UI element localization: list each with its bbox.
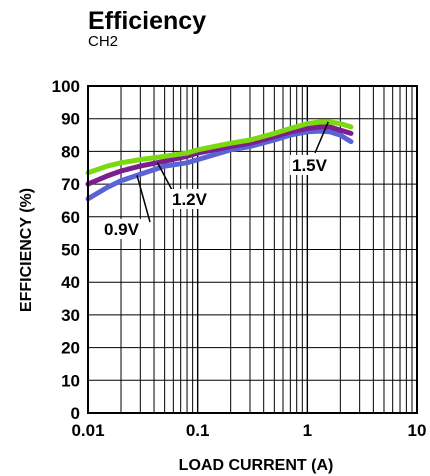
y-axis-label: EFFICIENCY (%)	[18, 188, 35, 312]
annotation-label-1.5V: 1.5V	[292, 156, 328, 175]
y-tick-label: 70	[61, 175, 80, 194]
chart-subtitle: CH2	[88, 33, 118, 50]
y-tick-label: 80	[61, 142, 80, 161]
y-tick-label: 60	[61, 208, 80, 227]
annotation-leader	[156, 162, 173, 191]
x-tick-label: 1	[303, 421, 312, 440]
x-axis-label: LOAD CURRENT (A)	[179, 457, 334, 474]
y-tick-label: 90	[61, 110, 80, 129]
plot-grid	[88, 86, 417, 413]
annotation-label-0.9V: 0.9V	[104, 220, 140, 239]
y-tick-label: 100	[52, 77, 80, 96]
annotation-label-1.2V: 1.2V	[172, 190, 208, 209]
line-annotations: 0.9V 1.2V 1.5V	[102, 121, 332, 239]
y-tick-label: 40	[61, 273, 80, 292]
plot-frame	[87, 85, 418, 414]
annotation-leader	[136, 175, 151, 223]
y-tick-labels: 0 10 20 30 40 50 60 70 80 90 100	[52, 77, 80, 423]
annotation-leader	[314, 121, 329, 154]
x-tick-label: 10	[408, 421, 427, 440]
y-tick-label: 30	[61, 306, 80, 325]
x-tick-labels: 0.01 0.1 1 10	[71, 421, 426, 440]
x-tick-label: 0.01	[71, 421, 104, 440]
series-line-1.2V	[85, 124, 354, 187]
annotation-bg	[170, 189, 212, 209]
annotation-bg	[102, 219, 144, 239]
x-tick-label: 0.1	[186, 421, 210, 440]
y-tick-label: 20	[61, 339, 80, 358]
y-tick-label: 0	[71, 404, 80, 423]
annotation-bg	[290, 155, 332, 175]
y-tick-label: 50	[61, 241, 80, 260]
chart-title: Efficiency	[88, 7, 206, 35]
y-tick-label: 10	[61, 371, 80, 390]
series-line-1.5V	[85, 119, 354, 176]
